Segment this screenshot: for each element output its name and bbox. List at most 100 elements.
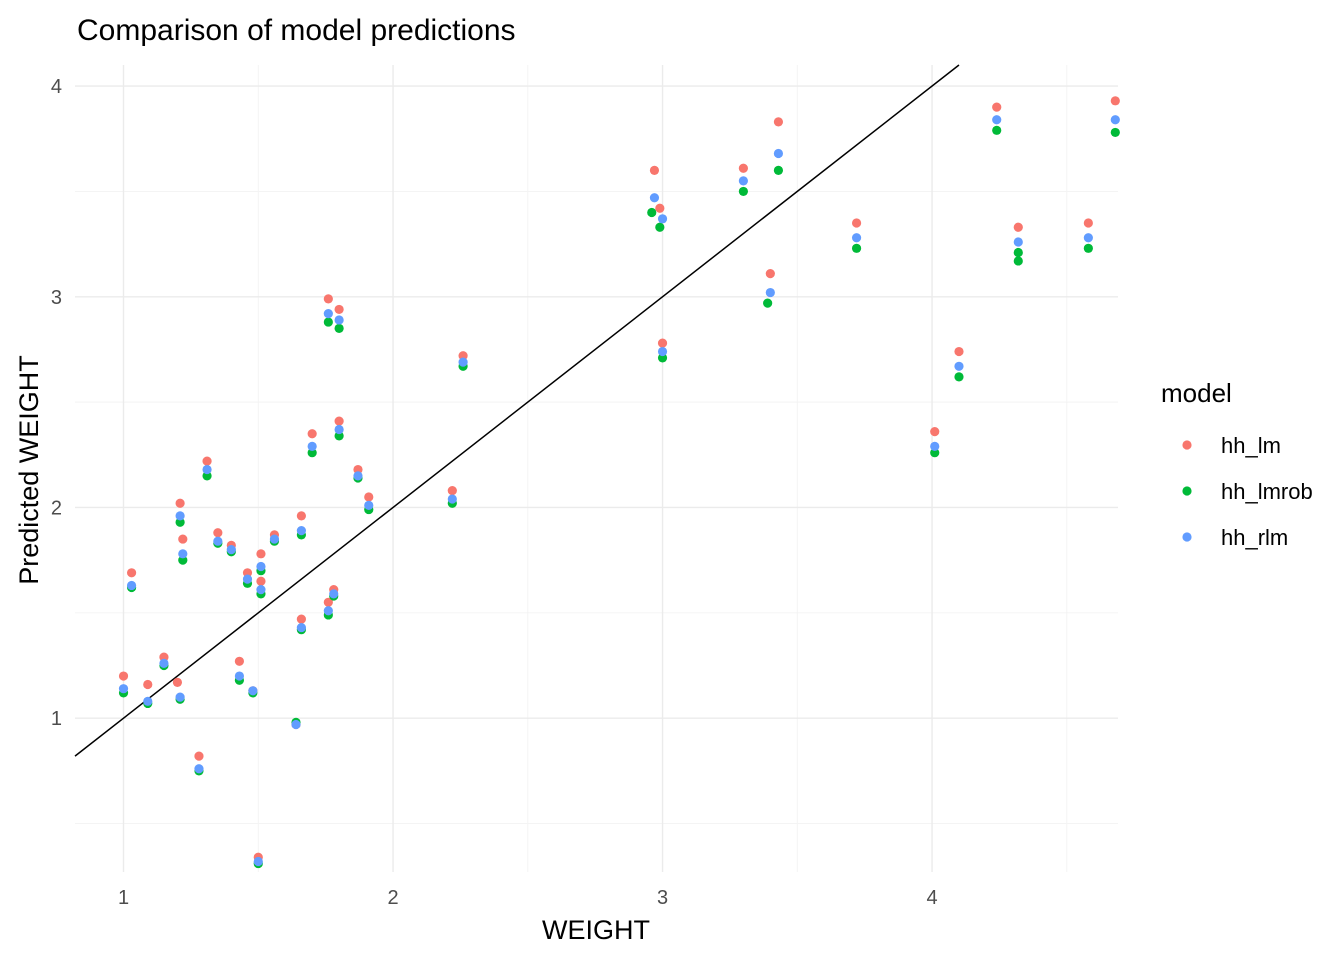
data-point bbox=[126, 580, 137, 591]
data-point bbox=[649, 193, 660, 203]
data-point bbox=[118, 671, 129, 681]
data-point bbox=[773, 117, 784, 127]
data-point bbox=[323, 294, 333, 304]
y-tick-label: 2 bbox=[51, 497, 62, 519]
data-point bbox=[1083, 218, 1093, 228]
data-point bbox=[930, 441, 940, 451]
series-hh_lmrob bbox=[118, 125, 1120, 869]
data-point bbox=[248, 686, 258, 696]
data-point bbox=[1013, 237, 1023, 247]
x-tick-label: 1 bbox=[118, 887, 129, 909]
data-point bbox=[1110, 96, 1120, 106]
legend-title: model bbox=[1161, 378, 1232, 408]
data-point bbox=[657, 338, 668, 348]
data-point bbox=[296, 526, 306, 536]
data-point bbox=[178, 549, 188, 559]
data-point bbox=[175, 498, 185, 508]
data-point bbox=[992, 125, 1002, 135]
data-point bbox=[364, 492, 374, 502]
data-point bbox=[851, 233, 862, 243]
data-point bbox=[175, 692, 185, 702]
legend: model hh_lm hh_lmrob hh_rlm bbox=[1161, 378, 1313, 550]
data-point bbox=[334, 424, 344, 435]
legend-label: hh_rlm bbox=[1221, 525, 1288, 550]
data-point bbox=[213, 536, 223, 546]
data-point bbox=[175, 517, 185, 527]
data-point bbox=[329, 589, 339, 599]
data-point bbox=[458, 351, 468, 361]
data-point bbox=[334, 416, 344, 426]
data-point bbox=[143, 679, 153, 690]
data-point bbox=[655, 222, 665, 232]
series-hh_lm bbox=[118, 96, 1120, 862]
data-point bbox=[458, 357, 468, 367]
data-point bbox=[447, 486, 457, 496]
data-point bbox=[1110, 127, 1120, 138]
data-point bbox=[1013, 222, 1023, 232]
data-point bbox=[954, 346, 964, 357]
data-point bbox=[992, 102, 1002, 112]
data-point bbox=[307, 448, 317, 458]
data-point bbox=[172, 677, 183, 687]
x-tick-label: 2 bbox=[387, 887, 398, 909]
data-point bbox=[1110, 115, 1120, 125]
series-hh_rlm bbox=[118, 115, 1120, 867]
x-tick-label: 3 bbox=[657, 887, 668, 909]
y-tick-label: 3 bbox=[51, 287, 62, 309]
data-point bbox=[763, 298, 773, 308]
data-point bbox=[447, 494, 457, 504]
legend-item: hh_lm bbox=[1182, 433, 1281, 458]
data-point bbox=[738, 186, 748, 197]
data-point bbox=[159, 658, 169, 669]
data-point bbox=[256, 576, 266, 586]
data-point bbox=[773, 148, 784, 159]
data-point bbox=[765, 287, 775, 298]
data-point bbox=[194, 764, 204, 774]
legend-label: hh_lm bbox=[1221, 433, 1281, 458]
data-point bbox=[334, 315, 344, 325]
data-point bbox=[291, 719, 301, 730]
grid-lines bbox=[75, 65, 1118, 872]
data-point bbox=[323, 309, 333, 319]
legend-item: hh_lmrob bbox=[1182, 479, 1313, 504]
data-point bbox=[253, 856, 263, 867]
data-point bbox=[1083, 243, 1093, 253]
data-point bbox=[647, 207, 657, 218]
x-tick-label: 4 bbox=[926, 887, 937, 909]
data-point bbox=[323, 606, 333, 616]
data-point bbox=[178, 555, 188, 565]
data-point bbox=[657, 346, 668, 357]
data-point bbox=[657, 214, 668, 224]
data-point bbox=[307, 429, 317, 439]
data-point bbox=[851, 218, 862, 228]
y-axis-title: Predicted WEIGHT bbox=[14, 355, 44, 585]
data-point bbox=[159, 652, 169, 662]
x-axis-ticks: 1 2 3 4 bbox=[118, 887, 938, 909]
data-point bbox=[202, 456, 212, 466]
x-axis-title: WEIGHT bbox=[542, 915, 650, 945]
reference-line bbox=[74, 64, 960, 757]
data-point bbox=[307, 441, 317, 451]
data-point bbox=[202, 464, 212, 475]
data-point bbox=[655, 203, 665, 213]
data-point bbox=[1013, 247, 1023, 258]
data-point bbox=[296, 511, 306, 521]
data-point bbox=[738, 176, 748, 186]
data-point bbox=[334, 431, 344, 441]
data-point bbox=[178, 534, 188, 544]
data-point bbox=[256, 549, 266, 559]
data-point bbox=[323, 597, 333, 607]
data-point bbox=[126, 568, 137, 578]
data-point bbox=[256, 585, 266, 595]
data-point bbox=[242, 574, 253, 584]
data-point bbox=[851, 243, 862, 253]
data-point bbox=[930, 427, 940, 437]
data-point bbox=[226, 545, 236, 555]
data-point bbox=[1013, 256, 1023, 266]
data-point bbox=[213, 528, 223, 538]
data-point bbox=[954, 372, 964, 382]
y-tick-label: 1 bbox=[51, 708, 62, 730]
data-point bbox=[143, 696, 153, 706]
data-point bbox=[353, 471, 363, 481]
